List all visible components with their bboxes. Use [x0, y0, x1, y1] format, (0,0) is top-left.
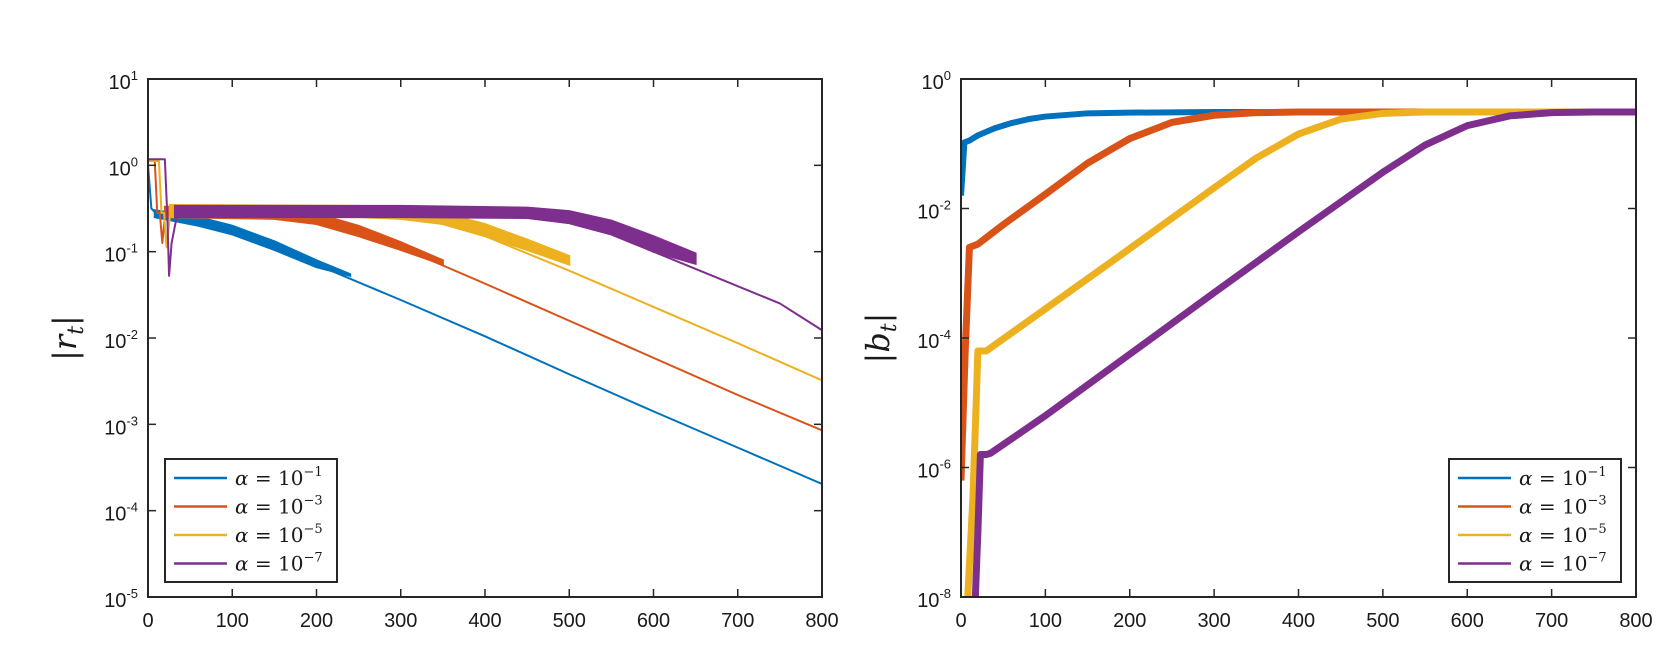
x-tick-label: 100 — [216, 610, 249, 632]
x-tick-label: 400 — [1282, 610, 1315, 632]
plot-area — [961, 108, 1636, 597]
series-1 — [148, 165, 822, 485]
legend-label: α = 10−7 — [235, 551, 323, 576]
legend-box — [1448, 458, 1622, 583]
y-tick-label: 101 — [109, 68, 138, 94]
x-tick-label: 800 — [1619, 610, 1652, 632]
x-tick-label: 600 — [637, 610, 670, 632]
y-tick-label: 10-2 — [917, 198, 951, 224]
series-band — [173, 204, 697, 266]
series-line — [148, 158, 822, 332]
x-tick-label: 700 — [721, 610, 754, 632]
y-tick-label: 100 — [922, 68, 951, 94]
series-line — [971, 108, 1636, 597]
x-tick-label: 600 — [1451, 610, 1484, 632]
series-line — [148, 165, 822, 485]
x-tick-label: 700 — [1535, 610, 1568, 632]
plot-area — [148, 158, 822, 485]
series-4 — [971, 108, 1636, 597]
legend: α = 10−1 α = 10−3 α = 10−5 α = 10−7 — [164, 458, 338, 583]
y-tick-label: 10-6 — [917, 457, 951, 483]
legend: α = 10−1 α = 10−3 α = 10−5 α = 10−7 — [1448, 458, 1622, 583]
x-tick-label: 300 — [1197, 610, 1230, 632]
x-tick-label: 100 — [1029, 610, 1062, 632]
y-tick-label: 10-3 — [104, 413, 138, 439]
series-2 — [148, 160, 822, 432]
legend-label: α = 10−3 — [235, 494, 323, 519]
series-line — [148, 160, 822, 382]
series-line — [964, 108, 1636, 597]
x-tick-label: 800 — [805, 610, 838, 632]
series-3 — [148, 160, 822, 382]
series-4 — [148, 158, 822, 332]
y-axis-label: |bt| — [859, 313, 902, 364]
x-tick-label: 300 — [384, 610, 417, 632]
x-tick-label: 200 — [300, 610, 333, 632]
legend-label: α = 10−3 — [1519, 494, 1607, 519]
x-tick-label: 0 — [955, 610, 966, 632]
y-tick-label: 10-4 — [104, 500, 138, 526]
y-tick-label: 10-5 — [104, 586, 138, 612]
y-tick-label: 10-1 — [104, 241, 138, 267]
series-3 — [964, 108, 1636, 597]
legend-label: α = 10−5 — [235, 522, 323, 547]
legend-label: α = 10−7 — [1519, 551, 1607, 576]
legend-label: α = 10−1 — [235, 465, 323, 490]
chart-right: 0 100 200 300 400 500 600 700 800 100 10-2 10-4 10-6… — [859, 68, 1653, 632]
legend-box — [164, 458, 338, 583]
y-axis-label: |rt| — [46, 315, 89, 361]
y-tick-label: 10-2 — [104, 327, 138, 353]
chart-left: 0 100 200 300 400 500 600 700 800 101 100 10-1 10-2 1… — [46, 68, 839, 632]
y-tick-label: 10-4 — [917, 327, 951, 353]
legend-label: α = 10−5 — [1519, 522, 1607, 547]
x-tick-label: 500 — [553, 610, 586, 632]
x-tick-label: 0 — [142, 610, 153, 632]
x-tick-label: 200 — [1113, 610, 1146, 632]
series-line — [148, 160, 822, 432]
legend-label: α = 10−1 — [1519, 465, 1607, 490]
x-tick-label: 400 — [468, 610, 501, 632]
y-tick-label: 10-8 — [917, 586, 951, 612]
y-tick-label: 100 — [109, 154, 138, 180]
x-tick-label: 500 — [1366, 610, 1399, 632]
